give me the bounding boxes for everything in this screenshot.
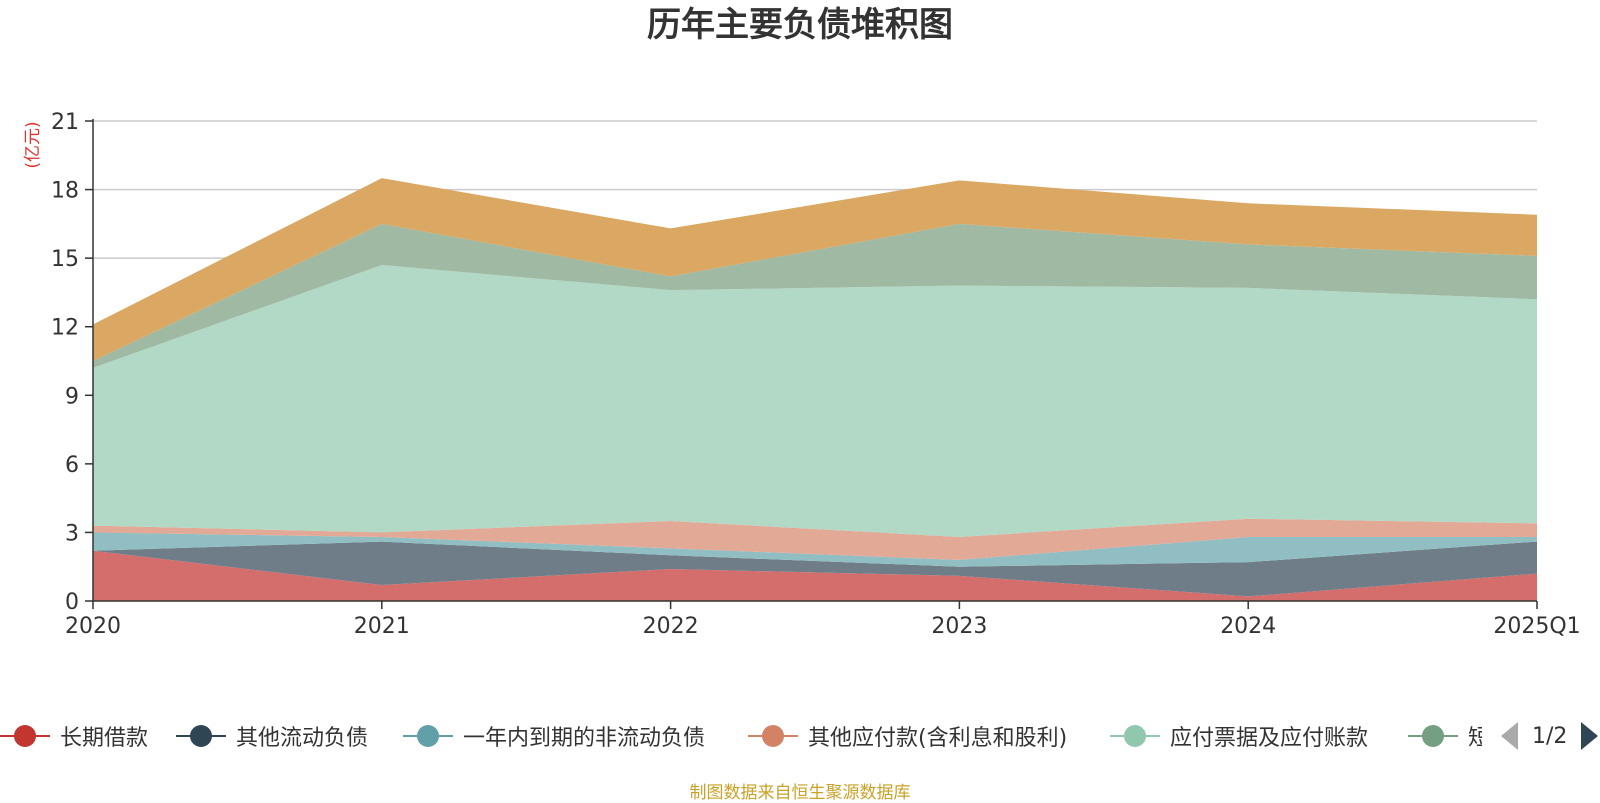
area-短期借款 xyxy=(93,223,1537,368)
y-tick-label: 21 xyxy=(51,110,79,135)
legend-item-long-term-loan[interactable]: 长期借款 xyxy=(0,718,148,754)
y-tick-label: 6 xyxy=(65,453,79,478)
legend-marker-icon xyxy=(0,725,50,747)
y-tick-label: 15 xyxy=(51,247,79,272)
legend-item-other-payables[interactable]: 其他应付款(含利息和股利) xyxy=(748,718,1067,754)
y-axis-unit-label: (亿元) xyxy=(23,121,43,168)
area-series xyxy=(93,178,1537,601)
legend-label: 其他流动负债 xyxy=(236,726,369,751)
legend-marker-icon xyxy=(1408,725,1458,747)
legend-page-indicator: 1/2 xyxy=(1532,723,1568,749)
chart-title: 历年主要负债堆积图 xyxy=(647,5,953,45)
legend-pager: 1/2 xyxy=(1500,718,1599,754)
legend-label: 一年内到期的非流动负债 xyxy=(463,726,706,751)
legend-label: 应付票据及应付账款 xyxy=(1170,726,1369,751)
source-note: 制图数据来自恒生聚源数据库 xyxy=(689,783,911,803)
x-tick-label: 2020 xyxy=(65,614,121,639)
x-tick-label: 2021 xyxy=(354,614,410,639)
legend-next-icon[interactable] xyxy=(1579,721,1599,751)
x-tick-label: 2024 xyxy=(1220,614,1276,639)
legend-item-notes-accounts-payable[interactable]: 应付票据及应付账款 xyxy=(1110,718,1368,754)
y-tick-label: 3 xyxy=(65,521,79,546)
area-一年内到期的非流动负债 xyxy=(93,532,1537,567)
axes: 0 3 6 9 12 15 18 21 2020 2021 2022 2023 2024 2025Q1 xyxy=(51,110,1581,639)
x-tick-label: 2025Q1 xyxy=(1493,614,1580,639)
legend-marker-icon xyxy=(403,725,453,747)
legend-label: 其他应付款(含利息和股利) xyxy=(808,726,1068,751)
y-tick-label: 18 xyxy=(51,179,79,204)
x-tick-label: 2023 xyxy=(931,614,987,639)
legend-item-other-current-liabilities[interactable]: 其他流动负债 xyxy=(176,718,368,754)
legend-prev-icon[interactable] xyxy=(1500,721,1520,751)
area-其他应付款(含利息和股利) xyxy=(93,518,1537,560)
legend-item-current-portion-noncurrent[interactable]: 一年内到期的非流动负债 xyxy=(403,718,705,754)
legend-marker-icon xyxy=(176,725,226,747)
y-tick-label: 12 xyxy=(51,316,79,341)
legend-label: 短 xyxy=(1468,726,1482,751)
legend-label: 长期借款 xyxy=(60,726,149,751)
y-tick-label: 0 xyxy=(65,590,79,615)
legend-item-short-term-loan[interactable]: 短 xyxy=(1408,718,1482,754)
area-长期借款 xyxy=(93,550,1537,601)
area-其他流动负债 xyxy=(93,541,1537,597)
stacked-area-chart: 历年主要负债堆积图 (亿元) 0 3 6 9 12 15 18 21 2020 2021 2022 2… xyxy=(23,5,1581,639)
area-其他 xyxy=(93,178,1537,361)
legend-marker-icon xyxy=(1110,725,1160,747)
y-tick-label: 9 xyxy=(65,384,79,409)
area-应付票据及应付账款 xyxy=(93,265,1537,537)
legend: 长期借款 其他流动负债 一年内到期的非流动负债 其他应付款(含利息和股利) 应付… xyxy=(0,718,1600,754)
x-tick-label: 2022 xyxy=(643,614,699,639)
legend-marker-icon xyxy=(748,725,798,747)
